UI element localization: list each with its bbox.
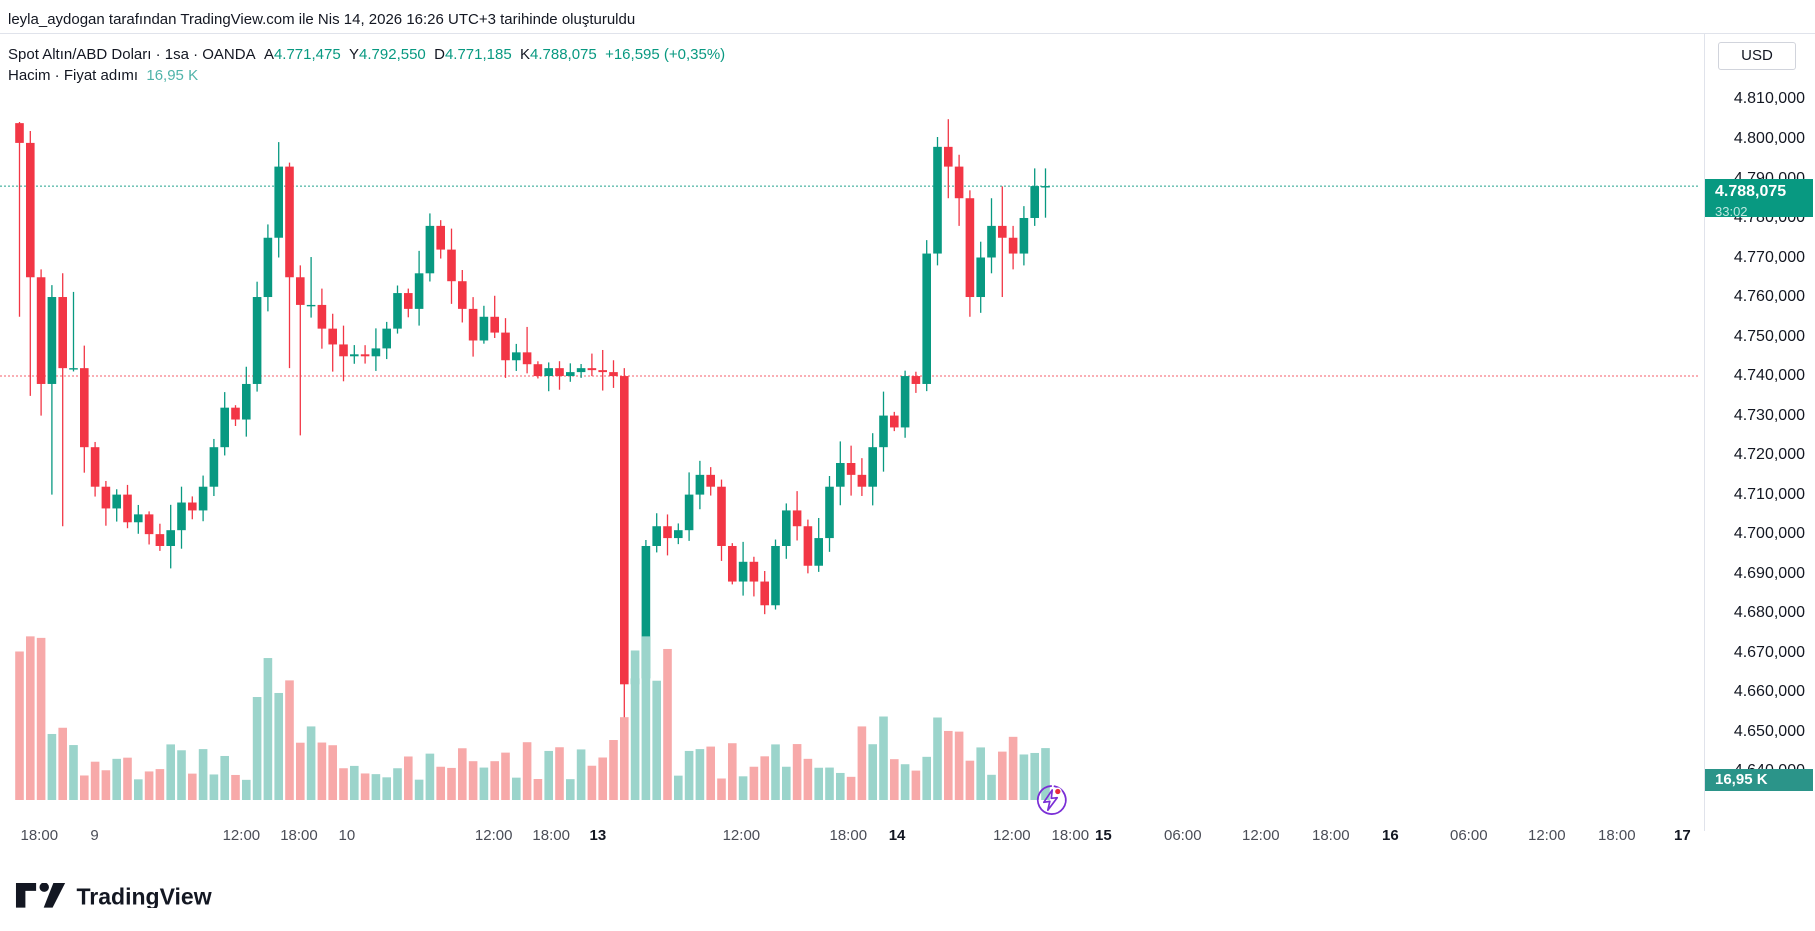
- svg-text:TradingView: TradingView: [76, 884, 211, 908]
